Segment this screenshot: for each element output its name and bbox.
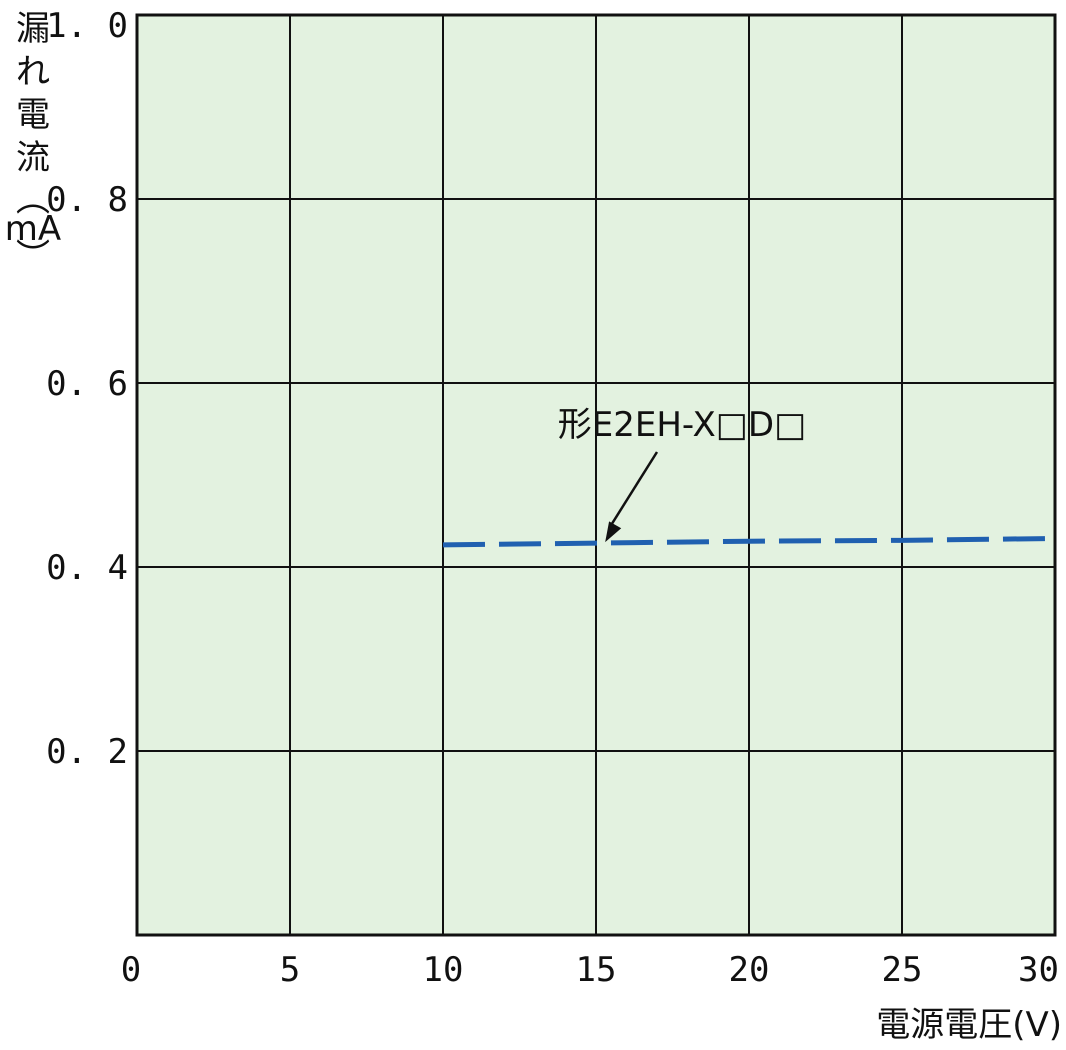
y-axis-title-char: 漏 bbox=[16, 9, 50, 49]
y-tick-labels: 0. 2 0. 4 0. 6 0. 8 1. 0 bbox=[46, 6, 128, 772]
y-axis-title-char: ︶ bbox=[16, 237, 50, 277]
grid-lines bbox=[137, 15, 1055, 935]
x-tick-label: 20 bbox=[729, 950, 770, 990]
y-axis-title-char: れ bbox=[16, 52, 50, 92]
y-tick-label: 0. 8 bbox=[46, 180, 128, 220]
annotation-arrowhead-icon bbox=[605, 521, 622, 543]
y-tick-label: 0. 4 bbox=[46, 548, 128, 588]
x-tick-labels: 0 5 10 15 20 25 30 bbox=[121, 950, 1059, 990]
x-tick-label: 25 bbox=[882, 950, 923, 990]
y-axis-title-char: ︵ bbox=[16, 180, 50, 220]
x-tick-label: 5 bbox=[280, 950, 300, 990]
y-axis-title-char: mA bbox=[5, 209, 61, 249]
y-tick-label: 0. 6 bbox=[46, 364, 128, 404]
series-label: 形E2EH-X□D□ bbox=[558, 405, 806, 445]
x-tick-label: 10 bbox=[423, 950, 464, 990]
annotation-arrow-line bbox=[608, 451, 659, 529]
y-axis-title-char: 流 bbox=[16, 138, 50, 178]
x-axis-title: 電源電圧(V) bbox=[876, 1005, 1062, 1045]
x-tick-label: 15 bbox=[576, 950, 617, 990]
y-axis-title-char: 電 bbox=[16, 95, 50, 135]
series-annotation: 形E2EH-X□D□ bbox=[558, 405, 806, 543]
series-line bbox=[442, 535, 1056, 548]
x-tick-label: 0 bbox=[121, 950, 141, 990]
series-layer bbox=[442, 535, 1056, 548]
y-tick-label: 0. 2 bbox=[46, 732, 128, 772]
y-tick-label: 1. 0 bbox=[46, 6, 128, 46]
x-tick-label: 30 bbox=[1018, 950, 1059, 990]
plot-frame bbox=[135, 13, 1057, 937]
